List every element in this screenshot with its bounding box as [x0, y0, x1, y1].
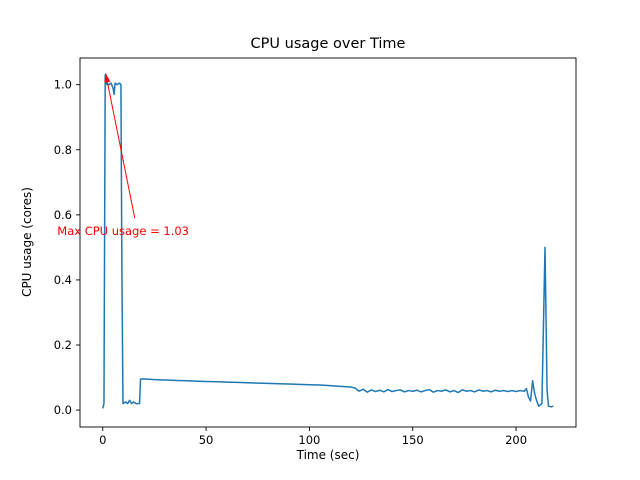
y-tick-label: 1.0 [54, 78, 72, 92]
x-tick-label: 150 [402, 433, 424, 447]
axes-frame [79, 57, 577, 428]
x-tick-label: 0 [99, 433, 106, 447]
y-tick-label: 0.4 [54, 273, 72, 287]
x-tick-label: 100 [298, 433, 320, 447]
y-axis-label: CPU usage (cores) [20, 187, 34, 297]
y-tick-label: 0.2 [54, 338, 72, 352]
x-tick-label: 200 [505, 433, 527, 447]
y-tick-label: 0.6 [54, 208, 72, 222]
x-tick-label: 50 [199, 433, 214, 447]
y-tick-label: 0.0 [54, 403, 72, 417]
annotation-arrow-line [105, 73, 136, 219]
annotation-arrowhead [104, 73, 111, 83]
y-tick-label: 0.8 [54, 143, 72, 157]
max-cpu-annotation: Max CPU usage = 1.03 [57, 224, 189, 239]
chart-title: CPU usage over Time [250, 36, 406, 52]
series-line-cpu-usage [102, 74, 554, 409]
x-axis-label: Time (sec) [296, 448, 360, 462]
